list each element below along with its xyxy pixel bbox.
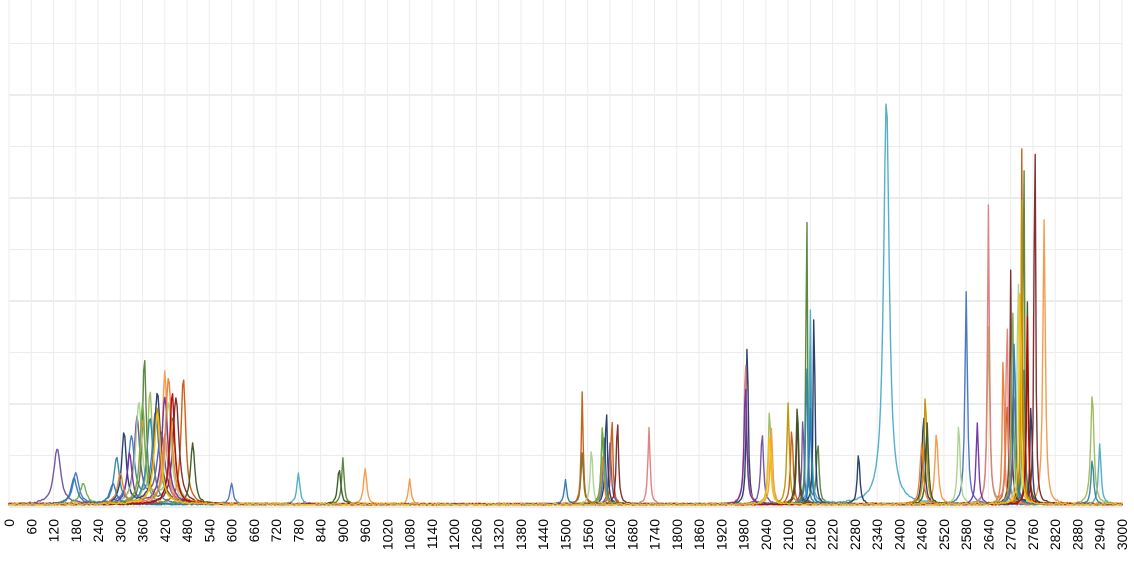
x-tick-label: 660 — [246, 519, 262, 543]
x-tick-label: 180 — [68, 519, 84, 543]
x-tick-label: 2220 — [825, 519, 841, 550]
x-tick-label: 420 — [157, 519, 173, 543]
x-tick-label: 300 — [112, 519, 128, 543]
x-tick-label: 2280 — [847, 519, 863, 550]
x-tick-label: 360 — [135, 519, 151, 543]
x-tick-label: 2940 — [1092, 519, 1108, 550]
x-tick-label: 240 — [90, 519, 106, 543]
x-tick-label: 120 — [46, 519, 62, 543]
x-tick-label: 2820 — [1047, 519, 1063, 550]
x-tick-label: 840 — [313, 519, 329, 543]
x-axis-tick-labels: 0 60 120 180 240 300 360 420 480 540 600 660 720 780 8… — [1, 519, 1130, 550]
x-tick-label: 1560 — [580, 519, 596, 550]
x-tick-label: 0 — [1, 519, 17, 527]
x-tick-label: 1920 — [713, 519, 729, 550]
x-tick-label: 1620 — [602, 519, 618, 550]
x-tick-label: 600 — [224, 519, 240, 543]
x-tick-label: 1080 — [402, 519, 418, 550]
x-tick-label: 2340 — [869, 519, 885, 550]
x-tick-label: 2580 — [958, 519, 974, 550]
x-tick-label: 2160 — [802, 519, 818, 550]
x-tick-label: 1140 — [424, 519, 440, 549]
x-tick-label: 1020 — [379, 519, 395, 550]
x-tick-label: 720 — [268, 519, 284, 543]
x-tick-label: 1800 — [669, 519, 685, 550]
series-lines — [8, 103, 1123, 506]
x-tick-label: 1740 — [647, 519, 663, 550]
x-tick-label: 1320 — [491, 519, 507, 550]
x-tick-label: 2100 — [780, 519, 796, 550]
x-tick-label: 2460 — [914, 519, 930, 550]
x-tick-label: 2400 — [891, 519, 907, 550]
x-tick-label: 1260 — [468, 519, 484, 550]
x-tick-label: 480 — [179, 519, 195, 543]
x-tick-label: 900 — [335, 519, 351, 543]
x-tick-label: 960 — [357, 519, 373, 543]
x-tick-label: 60 — [23, 519, 39, 535]
x-tick-label: 2640 — [980, 519, 996, 550]
series-line — [8, 293, 1123, 506]
x-tick-label: 2040 — [758, 519, 774, 550]
x-tick-label: 2880 — [1069, 519, 1085, 550]
x-tick-label: 1680 — [624, 519, 640, 550]
x-tick-label: 1200 — [446, 519, 462, 550]
x-tick-label: 1980 — [736, 519, 752, 550]
gridlines — [8, 0, 1123, 508]
x-tick-label: 2700 — [1003, 519, 1019, 550]
x-tick-label: 1500 — [558, 519, 574, 550]
x-tick-label: 2760 — [1025, 519, 1041, 550]
x-tick-label: 3000 — [1114, 519, 1130, 550]
x-tick-label: 2520 — [936, 519, 952, 550]
x-tick-label: 1380 — [513, 519, 529, 550]
x-tick-label: 540 — [201, 519, 217, 543]
x-tick-label: 1440 — [535, 519, 551, 550]
x-tick-label: 1860 — [691, 519, 707, 550]
x-tick-label: 780 — [290, 519, 306, 543]
